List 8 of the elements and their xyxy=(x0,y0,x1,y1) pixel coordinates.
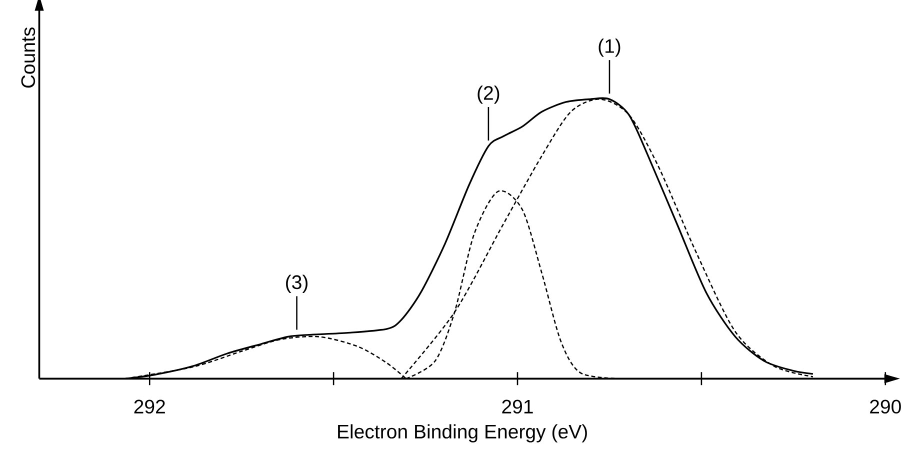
annotation: (1) xyxy=(598,38,620,57)
x-tick-label: 291 xyxy=(502,400,533,414)
x-tick-label: 292 xyxy=(134,400,165,414)
annotation: (2) xyxy=(478,85,500,104)
x-axis-title: Electron Binding Energy (eV) xyxy=(338,424,587,442)
x-tick-label: 290 xyxy=(870,400,901,414)
y-axis-title: Counts xyxy=(21,27,36,88)
annotation: (3) xyxy=(286,274,308,293)
